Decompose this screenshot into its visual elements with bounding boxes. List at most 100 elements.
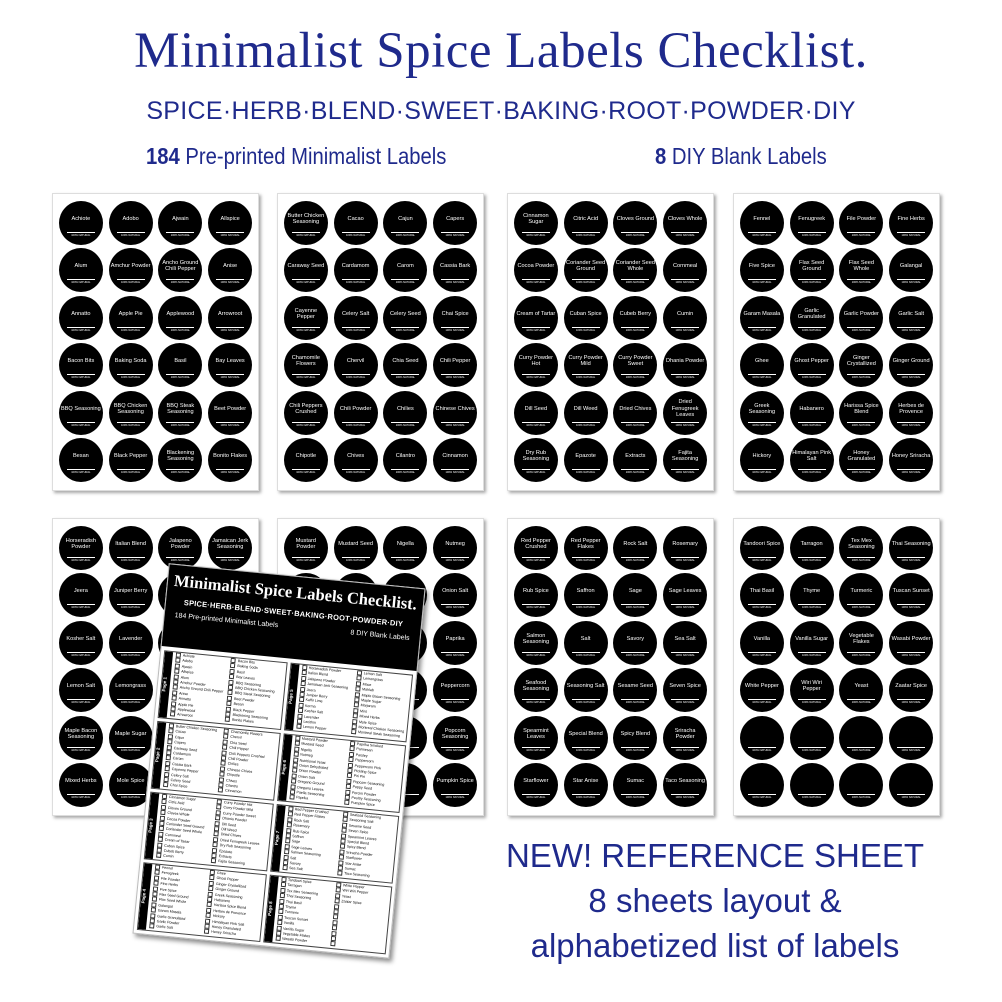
label-name: Mixed Herbs [65,778,97,785]
spice-label: Cajun 100% NATURAL [383,200,428,245]
label-divider [621,746,650,748]
label-divider [116,699,145,701]
label-divider [116,374,145,376]
label-name: Galangal [899,263,923,270]
label-name: Popcorn Seasoning [441,727,469,740]
label-footer: 100% NATURAL [120,558,141,562]
promo-line-1: NEW! REFERENCE SHEET [505,837,925,874]
label-divider [897,699,926,701]
label-footer: 100% NATURAL [851,281,872,285]
label-divider [621,651,650,653]
label-divider [391,469,420,471]
label-footer: 100% NATURAL [625,233,646,237]
label-name: Maple Sugar [114,730,147,737]
label-name: Chives [347,453,365,460]
label-name: Jamaican Jerk Seasoning [212,537,249,550]
label-divider [747,231,776,233]
spice-label: BBQ Chicken Seasoning 100% NATURAL [108,390,153,435]
label-footer: 100% NATURAL [801,748,822,752]
spice-label: Extracts 100% NATURAL [613,438,658,483]
label-name: Extracts [625,453,646,460]
spice-label: Ancho Ground Chili Pepper 100% NATURAL [158,248,203,293]
label-divider [797,651,826,653]
checklist-page-7: Page 7 Red Pepper Crushed Red Pepper Flake… [269,803,400,884]
label-divider [216,469,245,471]
checklist-column: White Pepper Wiri Wiri Pepper Yeast Zaatar … [330,882,391,953]
label-name: Chinese Chives [435,405,475,412]
checklist-column: Red Pepper Crushed Red Pepper Flakes Rock … [282,806,343,877]
label-name: Mole Spice [116,778,145,785]
label-divider [847,326,876,328]
checklist-column: Tandoori Spice Tarragon Tex Mex Seasoning T… [275,877,336,948]
label-name: Cacao [347,215,364,222]
label-name: Five Spice [748,263,775,270]
spice-label: Apple Pie 100% NATURAL [108,295,153,340]
label-divider [216,374,245,376]
blank-diy-label: 100% NATURAL [739,763,784,808]
spice-label: Anise 100% NATURAL [208,248,253,293]
category-list: SPICE·HERB·BLEND·SWEET·BAKING·ROOT·POWDE… [146,97,856,125]
label-name: Red Pepper Crushed [520,537,551,550]
label-divider [66,746,95,748]
label-divider [66,556,95,558]
label-footer: 100% NATURAL [445,233,465,237]
spice-label: Wasabi Powder 100% NATURAL [889,620,934,665]
spice-label: Cilantro 100% NATURAL [383,438,428,483]
spice-label: Italian Blend 100% NATURAL [108,525,153,570]
label-divider [847,604,876,606]
label-name: Flax Seed Ground [799,260,825,273]
label-name: Cinnamon Sugar [523,212,549,225]
spice-label: Spearmint Leaves 100% NATURAL [513,715,558,760]
label-divider [621,794,650,796]
spice-label: Garlic Granulated 100% NATURAL [789,295,834,340]
label-name: Seasoning Salt [566,683,605,690]
label-footer: 100% NATURAL [851,471,872,475]
spice-label: Red Pepper Crushed 100% NATURAL [513,525,558,570]
label-footer: 100% NATURAL [445,423,465,427]
checklist-page-6: Page 6 Mustard Powder Mustard Seed Nigella N… [276,733,407,814]
label-footer: 100% NATURAL [901,653,921,657]
label-footer: 100% NATURAL [752,796,772,800]
label-name: Dill Seed [524,405,548,412]
label-footer: 100% NATURAL [575,281,596,285]
spice-label: Habanero 100% NATURAL [789,390,834,435]
label-name: Seven Spice [669,683,701,690]
label-divider [897,604,926,606]
label-divider [66,326,95,328]
label-footer: 100% NATURAL [71,796,91,800]
label-divider [747,604,776,606]
label-footer: 100% NATURAL [851,423,872,427]
label-divider [897,231,926,233]
label-footer: 100% NATURAL [625,748,646,752]
label-name: BBQ Chicken Seasoning [113,402,148,415]
label-divider [897,469,926,471]
label-divider [747,469,776,471]
label-name: Tandoori Spice [743,540,781,547]
label-footer: 100% NATURAL [851,796,872,800]
spice-label: Sumac 100% NATURAL [613,763,658,808]
label-divider [847,746,876,748]
label-name: Onion Salt [442,588,469,595]
spice-label: Lemon Salt 100% NATURAL [58,668,103,713]
label-footer: 100% NATURAL [445,653,465,657]
reference-sheet: Minimalist Spice Labels Checklist. SPICE… [132,563,426,959]
label-footer: 100% NATURAL [395,328,416,332]
label-divider [671,699,700,701]
spice-label: Fenugreek 100% NATURAL [789,200,834,245]
spice-label: Mustard Powder 100% NATURAL [283,525,328,570]
spice-label: Cornmeal 100% NATURAL [663,248,708,293]
label-name: Salmon Seasoning [522,632,550,645]
label-divider [571,469,600,471]
spice-label: Fajita Seasoning 100% NATURAL [663,438,708,483]
checklist-column: Chamomile Flowers Chervil Chia Seed Chili P… [218,728,279,799]
label-footer: 100% NATURAL [220,558,240,562]
label-name: Lavender [118,635,143,642]
spice-label: Blackening Seasoning 100% NATURAL [158,438,203,483]
label-name: Citric Acid [573,215,599,222]
label-footer: 100% NATURAL [801,558,822,562]
spice-label: Rosemary 100% NATURAL [663,525,708,570]
label-divider [747,794,776,796]
spice-label: Black Pepper 100% NATURAL [108,438,153,483]
label-footer: 100% NATURAL [170,233,191,237]
label-footer: 100% NATURAL [71,281,91,285]
